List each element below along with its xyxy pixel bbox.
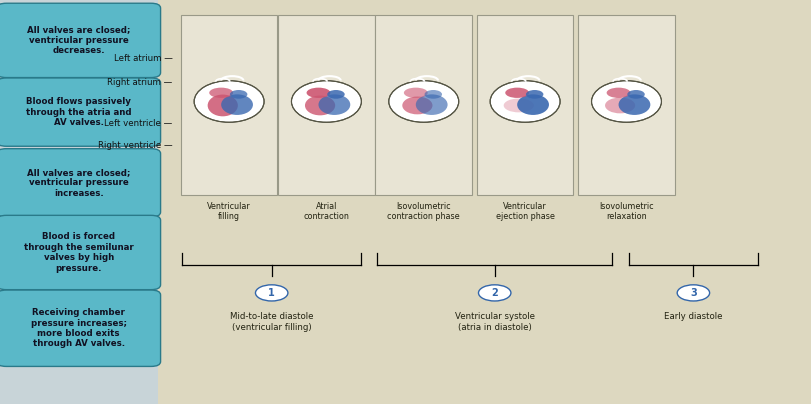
Ellipse shape xyxy=(402,97,432,114)
Ellipse shape xyxy=(504,99,534,112)
Text: Receiving chamber
pressure increases;
more blood exits
through AV valves.: Receiving chamber pressure increases; mo… xyxy=(31,308,127,348)
Ellipse shape xyxy=(327,90,345,99)
Text: Ventricular systole
(atria in diastole): Ventricular systole (atria in diastole) xyxy=(455,312,534,332)
Text: Left atrium —: Left atrium — xyxy=(114,54,173,63)
Text: 1: 1 xyxy=(268,288,275,298)
Ellipse shape xyxy=(416,95,448,115)
FancyBboxPatch shape xyxy=(477,15,573,195)
Ellipse shape xyxy=(490,81,560,122)
Ellipse shape xyxy=(424,90,442,99)
Text: 3: 3 xyxy=(690,288,697,298)
FancyBboxPatch shape xyxy=(0,215,161,290)
FancyBboxPatch shape xyxy=(0,0,158,404)
Text: Ventricular
filling: Ventricular filling xyxy=(208,202,251,221)
Ellipse shape xyxy=(526,90,543,99)
Text: Mid-to-late diastole
(ventricular filling): Mid-to-late diastole (ventricular fillin… xyxy=(230,312,313,332)
FancyBboxPatch shape xyxy=(0,290,161,366)
Text: Blood flows passively
through the atria and
AV valves.: Blood flows passively through the atria … xyxy=(26,97,131,127)
Ellipse shape xyxy=(307,88,330,98)
Text: Left ventricle —: Left ventricle — xyxy=(105,119,173,128)
Ellipse shape xyxy=(517,95,549,115)
Ellipse shape xyxy=(505,88,529,98)
FancyBboxPatch shape xyxy=(375,15,472,195)
Ellipse shape xyxy=(305,95,335,116)
Circle shape xyxy=(255,285,288,301)
Text: Atrial
contraction: Atrial contraction xyxy=(303,202,350,221)
Ellipse shape xyxy=(208,95,238,116)
Circle shape xyxy=(478,285,511,301)
Ellipse shape xyxy=(194,81,264,122)
FancyBboxPatch shape xyxy=(0,3,161,78)
FancyBboxPatch shape xyxy=(578,15,675,195)
FancyBboxPatch shape xyxy=(278,15,375,195)
Text: Right ventricle —: Right ventricle — xyxy=(98,141,173,150)
Ellipse shape xyxy=(627,90,645,99)
FancyBboxPatch shape xyxy=(0,149,161,217)
Text: All valves are closed;
ventricular pressure
decreases.: All valves are closed; ventricular press… xyxy=(27,25,131,55)
FancyBboxPatch shape xyxy=(0,78,161,146)
Ellipse shape xyxy=(319,95,350,115)
Ellipse shape xyxy=(209,88,233,98)
Ellipse shape xyxy=(388,81,459,122)
Circle shape xyxy=(677,285,710,301)
Ellipse shape xyxy=(619,95,650,115)
Text: All valves are closed;
ventricular pressure
increases.: All valves are closed; ventricular press… xyxy=(27,168,131,198)
Text: Isovolumetric
contraction phase: Isovolumetric contraction phase xyxy=(388,202,460,221)
Text: Ventricular
ejection phase: Ventricular ejection phase xyxy=(496,202,555,221)
Ellipse shape xyxy=(591,81,662,122)
Ellipse shape xyxy=(404,88,427,98)
Ellipse shape xyxy=(291,81,362,122)
Ellipse shape xyxy=(607,88,630,98)
Text: Right atrium —: Right atrium — xyxy=(108,78,173,87)
Ellipse shape xyxy=(221,95,253,115)
FancyBboxPatch shape xyxy=(181,15,277,195)
Text: Blood is forced
through the semilunar
valves by high
pressure.: Blood is forced through the semilunar va… xyxy=(24,232,134,273)
Ellipse shape xyxy=(230,90,247,99)
Text: Isovolumetric
relaxation: Isovolumetric relaxation xyxy=(599,202,654,221)
Text: 2: 2 xyxy=(491,288,498,298)
Text: Early diastole: Early diastole xyxy=(664,312,723,321)
Ellipse shape xyxy=(605,97,635,114)
